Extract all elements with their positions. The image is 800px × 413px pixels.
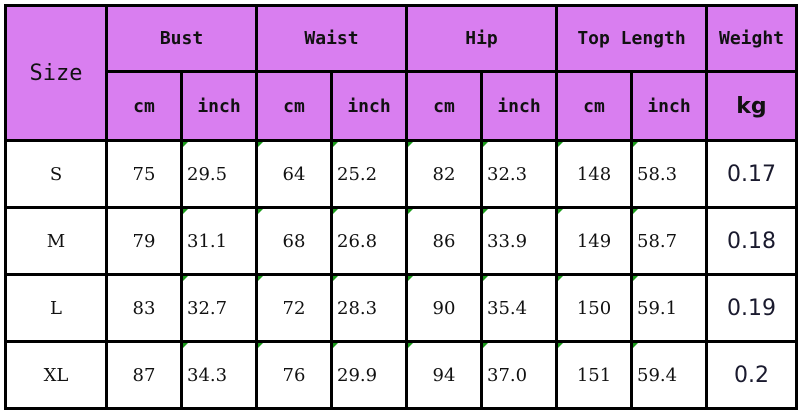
table-row: M 79 31.1 68 26.8 86 33.9 149 58.7 0.18 <box>4 206 798 276</box>
weight-header: Weight <box>705 4 798 73</box>
header-row-groups: Size Bust Waist Hip Top Length Weight <box>4 4 798 142</box>
table-row: XL 87 34.3 76 29.9 94 37.0 151 59.4 0.2 <box>4 340 798 410</box>
cm-cell: 149 <box>555 206 633 276</box>
unit-header: cm <box>105 70 183 142</box>
cm-cell: 82 <box>405 139 483 209</box>
cm-cell: 64 <box>255 139 333 209</box>
cm-cell: 72 <box>255 273 333 343</box>
table-row: L 83 32.7 72 28.3 90 35.4 150 59.1 0.19 <box>4 273 798 343</box>
cm-cell: 86 <box>405 206 483 276</box>
cm-cell: 75 <box>105 139 183 209</box>
cm-cell: 76 <box>255 340 333 410</box>
inch-cell: 26.8 <box>330 206 408 276</box>
top-length-header: Top Length <box>555 4 708 73</box>
unit-header: inch <box>330 70 408 142</box>
cm-cell: 151 <box>555 340 633 410</box>
inch-cell: 32.3 <box>480 139 558 209</box>
size-cell: S <box>4 139 108 209</box>
inch-cell: 34.3 <box>180 340 258 410</box>
unit-header: cm <box>405 70 483 142</box>
unit-header: inch <box>480 70 558 142</box>
inch-cell: 29.5 <box>180 139 258 209</box>
inch-cell: 32.7 <box>180 273 258 343</box>
weight-cell: 0.19 <box>705 273 798 343</box>
inch-cell: 59.1 <box>630 273 708 343</box>
cm-cell: 83 <box>105 273 183 343</box>
hip-header: Hip <box>405 4 558 73</box>
waist-header: Waist <box>255 4 408 73</box>
size-chart-table: Size Bust Waist Hip Top Length Weight cm… <box>4 4 798 410</box>
cm-cell: 90 <box>405 273 483 343</box>
unit-header: cm <box>555 70 633 142</box>
weight-cell: 0.17 <box>705 139 798 209</box>
size-cell: M <box>4 206 108 276</box>
cm-cell: 79 <box>105 206 183 276</box>
cm-cell: 68 <box>255 206 333 276</box>
weight-cell: 0.2 <box>705 340 798 410</box>
inch-cell: 25.2 <box>330 139 408 209</box>
inch-cell: 58.3 <box>630 139 708 209</box>
inch-cell: 35.4 <box>480 273 558 343</box>
cm-cell: 87 <box>105 340 183 410</box>
unit-header: inch <box>630 70 708 142</box>
inch-cell: 58.7 <box>630 206 708 276</box>
cm-cell: 148 <box>555 139 633 209</box>
table-row: S 75 29.5 64 25.2 82 32.3 148 58.3 0.17 <box>4 139 798 209</box>
unit-header: inch <box>180 70 258 142</box>
size-header: Size <box>4 4 108 142</box>
inch-cell: 28.3 <box>330 273 408 343</box>
cm-cell: 94 <box>405 340 483 410</box>
bust-header: Bust <box>105 4 258 73</box>
unit-header: cm <box>255 70 333 142</box>
inch-cell: 29.9 <box>330 340 408 410</box>
inch-cell: 31.1 <box>180 206 258 276</box>
inch-cell: 33.9 <box>480 206 558 276</box>
unit-header: kg <box>705 70 798 142</box>
cm-cell: 150 <box>555 273 633 343</box>
inch-cell: 59.4 <box>630 340 708 410</box>
header-row-units: cm inch cm inch cm inch cm inch kg <box>6 70 798 142</box>
size-cell: XL <box>4 340 108 410</box>
weight-cell: 0.18 <box>705 206 798 276</box>
inch-cell: 37.0 <box>480 340 558 410</box>
size-cell: L <box>4 273 108 343</box>
